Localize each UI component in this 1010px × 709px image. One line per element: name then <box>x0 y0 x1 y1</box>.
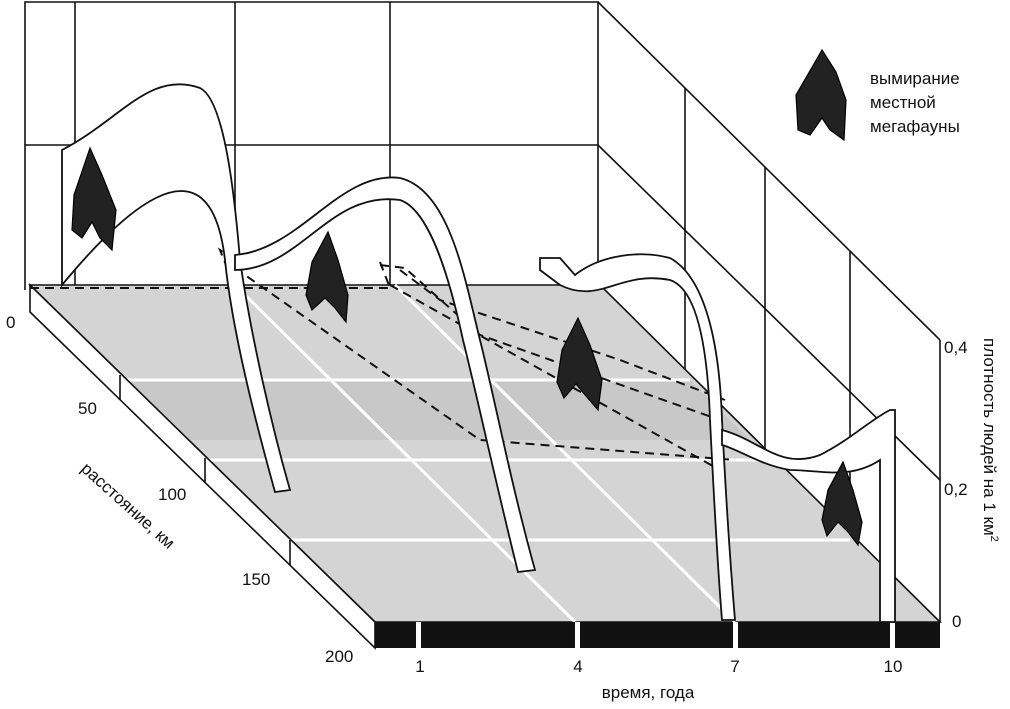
legend-line: вымирание <box>870 69 960 88</box>
distance-tick-label: 150 <box>242 570 270 589</box>
legend-line: мегафауны <box>870 117 960 136</box>
density-axis: 0,4 0,2 0 плотность людей на 1 км2 <box>944 338 1000 631</box>
density-axis-label-superscript: 2 <box>988 536 1000 542</box>
time-axis: 1 4 7 10 время, года <box>415 657 902 702</box>
distance-axis-label: расстояние, км <box>77 459 178 553</box>
distance-tick-label: 200 <box>325 647 353 666</box>
distance-tick-label: 100 <box>158 485 186 504</box>
time-tick-label: 1 <box>415 657 424 676</box>
arrowhead-icons <box>71 48 863 547</box>
density-panels <box>61 83 896 623</box>
density-tick-label: 0 <box>952 612 961 631</box>
time-axis-label: время, года <box>602 683 695 702</box>
density-axis-label-text: плотность людей на 1 км <box>980 338 999 536</box>
distance-tick-label: 0 <box>6 313 15 332</box>
density-axis-label: плотность людей на 1 км2 <box>980 338 1000 542</box>
time-tick-label: 7 <box>730 657 739 676</box>
time-tick-label: 10 <box>884 657 903 676</box>
distance-tick-label: 50 <box>78 399 97 418</box>
time-tick-label: 4 <box>573 657 582 676</box>
density-tick-label: 0,4 <box>944 338 968 357</box>
density-tick-label: 0,2 <box>944 480 968 499</box>
legend-line: местной <box>870 93 936 112</box>
legend: вымирание местной мегафауны <box>870 69 960 136</box>
